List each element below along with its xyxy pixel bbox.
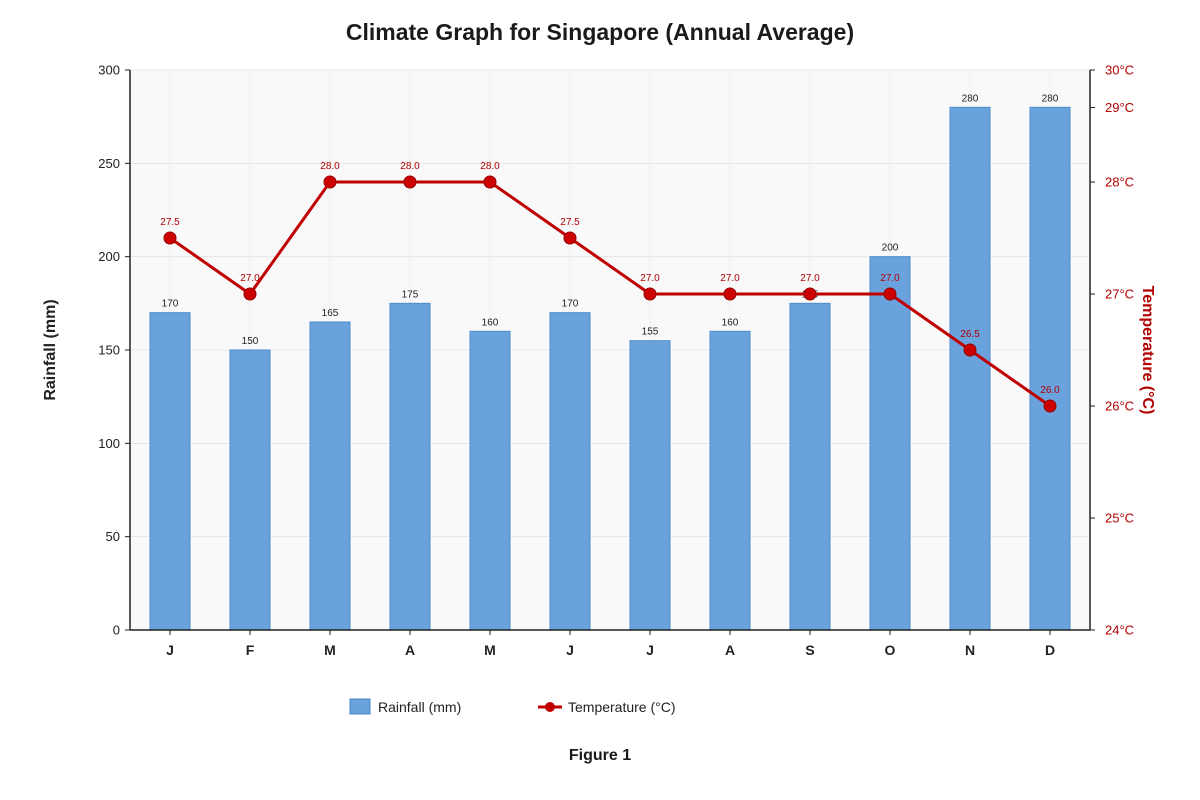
temperature-line-layer: 27.5 27.0 28.0 28.0 28.0 27.5 27.0 27.0 27.0 27.0… bbox=[160, 161, 1060, 413]
rainfall-bar bbox=[1029, 106, 1071, 631]
temperature-point bbox=[963, 343, 977, 357]
temperature-point bbox=[243, 287, 257, 301]
chart-title: Climate Graph for Singapore (Annual Aver… bbox=[346, 19, 854, 45]
y-axis-left-label: Rainfall (mm) bbox=[42, 299, 59, 400]
rainfall-value-label: 280 bbox=[1042, 93, 1059, 104]
rainfall-bar bbox=[389, 302, 431, 631]
legend-temperature-marker bbox=[545, 702, 555, 712]
rainfall-bar bbox=[549, 312, 591, 631]
right-tick-label: 26°C bbox=[1105, 399, 1134, 414]
right-tick-label: 29°C bbox=[1105, 100, 1134, 115]
temperature-point bbox=[883, 287, 897, 301]
temperature-point bbox=[323, 175, 337, 189]
x-tick-label: M bbox=[324, 642, 336, 658]
temperature-value-label: 27.5 bbox=[160, 217, 180, 228]
rainfall-bar bbox=[149, 312, 191, 631]
legend-rainfall-swatch bbox=[349, 698, 371, 715]
left-tick-label: 0 bbox=[113, 623, 120, 638]
right-tick-label: 27°C bbox=[1105, 287, 1134, 302]
x-tick-label: D bbox=[1045, 642, 1055, 658]
x-tick-label: A bbox=[725, 642, 735, 658]
rainfall-bar bbox=[869, 256, 911, 631]
x-tick-label: J bbox=[646, 642, 654, 658]
rainfall-value-label: 160 bbox=[722, 317, 739, 328]
x-tick-label: J bbox=[566, 642, 574, 658]
temperature-point bbox=[403, 175, 417, 189]
rainfall-value-label: 170 bbox=[562, 299, 579, 310]
rainfall-bar bbox=[309, 321, 351, 631]
x-tick-label: A bbox=[405, 642, 415, 658]
left-tick-label: 200 bbox=[98, 249, 120, 264]
temperature-value-label: 27.0 bbox=[880, 273, 900, 284]
left-tick-label: 250 bbox=[98, 156, 120, 171]
right-axis-ticks: 24°C 25°C 26°C 27°C 28°C 29°C 30°C bbox=[1090, 63, 1134, 638]
x-tick-label: J bbox=[166, 642, 174, 658]
right-tick-label: 30°C bbox=[1105, 63, 1134, 78]
rainfall-bars bbox=[149, 106, 1071, 631]
legend-rainfall-label: Rainfall (mm) bbox=[378, 699, 461, 715]
temperature-value-label: 28.0 bbox=[480, 161, 500, 172]
rainfall-value-label: 175 bbox=[402, 289, 419, 300]
legend-temperature-label: Temperature (°C) bbox=[568, 699, 676, 715]
temperature-value-label: 27.5 bbox=[560, 217, 580, 228]
y-axis-right-label: Temperature (°C) bbox=[1139, 286, 1156, 415]
left-tick-label: 300 bbox=[98, 63, 120, 78]
rainfall-value-label: 160 bbox=[482, 317, 499, 328]
rainfall-bar bbox=[709, 330, 751, 631]
left-tick-label: 100 bbox=[98, 436, 120, 451]
rainfall-value-label: 165 bbox=[322, 308, 339, 319]
x-tick-label: F bbox=[246, 642, 255, 658]
left-tick-label: 50 bbox=[106, 529, 120, 544]
temperature-point bbox=[483, 175, 497, 189]
rainfall-value-label: 280 bbox=[962, 93, 979, 104]
right-tick-label: 24°C bbox=[1105, 623, 1134, 638]
right-tick-label: 28°C bbox=[1105, 175, 1134, 190]
legend: Rainfall (mm) Temperature (°C) bbox=[349, 698, 676, 715]
temperature-value-label: 27.0 bbox=[240, 273, 260, 284]
temperature-value-label: 27.0 bbox=[800, 273, 820, 284]
x-tick-label: S bbox=[805, 642, 814, 658]
rainfall-bar bbox=[949, 106, 991, 631]
temperature-value-label: 27.0 bbox=[720, 273, 740, 284]
left-axis-ticks: 0 50 100 150 200 250 300 bbox=[98, 63, 130, 638]
rainfall-bar bbox=[229, 349, 271, 631]
temperature-point bbox=[723, 287, 737, 301]
temperature-value-label: 28.0 bbox=[400, 161, 420, 172]
x-tick-label: O bbox=[885, 642, 896, 658]
temperature-value-label: 27.0 bbox=[640, 273, 660, 284]
temperature-point bbox=[163, 231, 177, 245]
temperature-point bbox=[563, 231, 577, 245]
x-tick-label: N bbox=[965, 642, 975, 658]
temperature-point bbox=[643, 287, 657, 301]
rainfall-value-label: 200 bbox=[882, 243, 899, 254]
rainfall-bar bbox=[469, 330, 511, 631]
rainfall-bar bbox=[789, 302, 831, 631]
rainfall-value-label: 150 bbox=[242, 336, 259, 347]
temperature-value-label: 26.0 bbox=[1040, 385, 1060, 396]
temperature-point bbox=[803, 287, 817, 301]
right-tick-label: 25°C bbox=[1105, 511, 1134, 526]
temperature-value-label: 28.0 bbox=[320, 161, 340, 172]
figure-caption: Figure 1 bbox=[569, 747, 631, 764]
temperature-value-label: 26.5 bbox=[960, 329, 980, 340]
rainfall-value-label: 170 bbox=[162, 299, 179, 310]
x-tick-label: M bbox=[484, 642, 496, 658]
temperature-line bbox=[169, 180, 1051, 408]
rainfall-bar bbox=[629, 340, 671, 631]
temperature-point bbox=[1043, 399, 1057, 413]
rainfall-value-label: 155 bbox=[642, 327, 659, 338]
left-tick-label: 150 bbox=[98, 343, 120, 358]
